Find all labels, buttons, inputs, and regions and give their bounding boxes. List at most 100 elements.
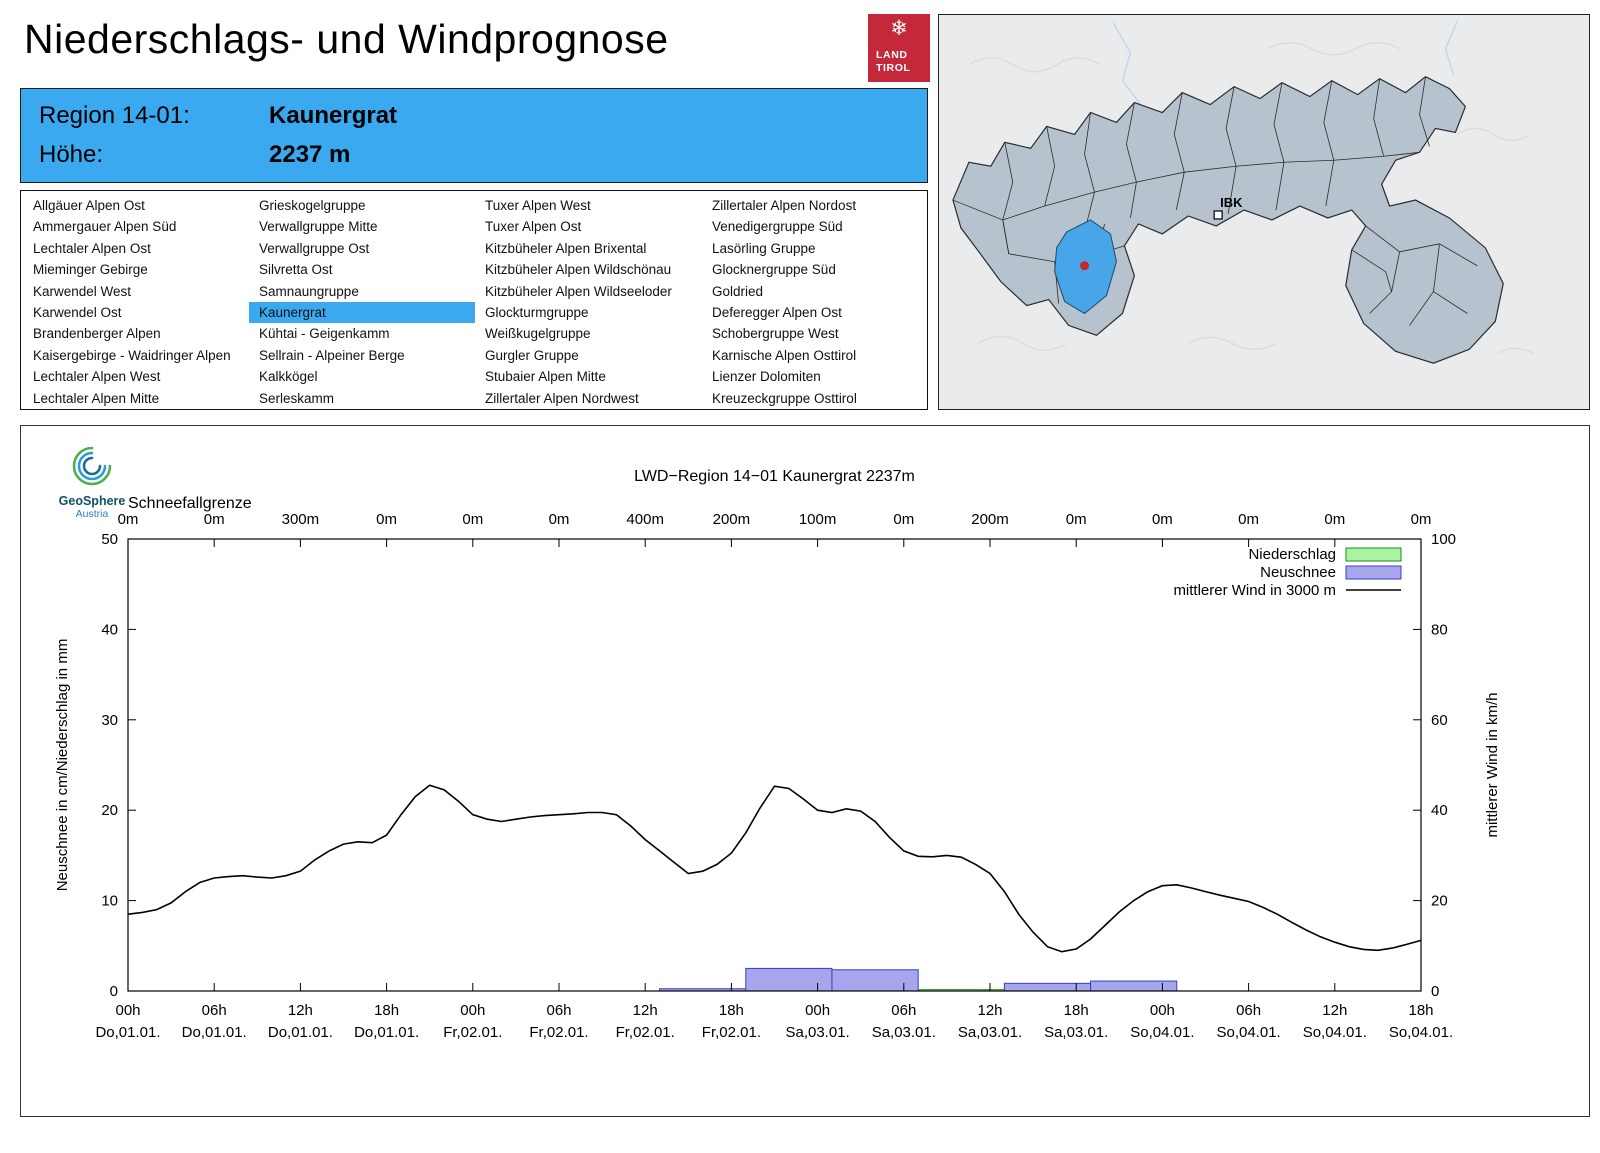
region-item[interactable]: Karnische Alpen Osttirol bbox=[712, 347, 857, 363]
region-item[interactable]: Allgäuer Alpen Ost bbox=[33, 198, 145, 213]
region-item[interactable]: Stubaier Alpen Mitte bbox=[485, 369, 606, 385]
region-item[interactable]: Kreuzeckgruppe Osttirol bbox=[712, 390, 857, 406]
region-item[interactable]: Samnaungruppe bbox=[259, 283, 359, 299]
region-item[interactable]: Lechtaler Alpen Ost bbox=[33, 240, 151, 256]
region-item[interactable]: Lienzer Dolomiten bbox=[712, 369, 821, 385]
ibk-marker-icon bbox=[1213, 210, 1223, 220]
y-tick-right: 0 bbox=[1431, 983, 1439, 1000]
snowline-tick: 0m bbox=[1152, 511, 1173, 528]
y-tick-right: 60 bbox=[1431, 712, 1448, 729]
x-tick-date: Sa,03.01. bbox=[1044, 1024, 1108, 1041]
x-tick-date: Fr,02.01. bbox=[702, 1024, 761, 1041]
region-item[interactable]: Verwallgruppe Mitte bbox=[259, 219, 378, 235]
x-tick-hour: 18h bbox=[1064, 1002, 1089, 1019]
x-tick-hour: 00h bbox=[115, 1002, 140, 1019]
region-item[interactable]: Schobergruppe West bbox=[712, 326, 839, 342]
region-item[interactable]: Silvretta Ost bbox=[259, 262, 333, 278]
y-tick-left: 40 bbox=[101, 621, 118, 638]
snowline-tick: 400m bbox=[626, 511, 664, 528]
y-tick-right: 40 bbox=[1431, 802, 1448, 819]
snowline-tick: 0m bbox=[1066, 511, 1087, 528]
ylabel-right: mittlerer Wind in km/h bbox=[1484, 692, 1501, 837]
region-item[interactable]: Gurgler Gruppe bbox=[485, 347, 579, 363]
region-column: Zillertaler Alpen Nordost Venedigergruppe… bbox=[702, 195, 928, 409]
snow-bar bbox=[831, 969, 919, 992]
austria-label: Austria bbox=[75, 508, 109, 520]
region-item[interactable]: Glockturmgruppe bbox=[485, 304, 589, 320]
wind-line bbox=[127, 784, 1422, 953]
y-tick-left: 30 bbox=[101, 712, 118, 729]
x-tick-date: So,04.01. bbox=[1216, 1024, 1280, 1041]
legend-label: Niederschlag bbox=[1248, 546, 1336, 563]
region-item[interactable]: Karwendel West bbox=[33, 283, 132, 299]
region-item[interactable]: Kaisergebirge - Waidringer Alpen bbox=[33, 347, 231, 363]
region-item[interactable]: Mieminger Gebirge bbox=[33, 262, 148, 278]
selected-region-dot bbox=[1080, 261, 1090, 271]
ylabel-left: Neuschnee in cm/Niederschlag in mm bbox=[54, 639, 71, 892]
region-item[interactable]: Lechtaler Alpen Mitte bbox=[33, 390, 160, 406]
y-tick-right: 80 bbox=[1431, 621, 1448, 638]
terrain-shading bbox=[968, 42, 1534, 354]
region-item[interactable]: Weißkugelgruppe bbox=[485, 326, 591, 342]
snowline-tick: 0m bbox=[462, 511, 483, 528]
region-item[interactable]: Verwallgruppe Ost bbox=[259, 240, 370, 256]
region-item[interactable]: Ammergauer Alpen Süd bbox=[33, 219, 177, 235]
x-tick-date: Fr,02.01. bbox=[529, 1024, 588, 1041]
x-tick-hour: 12h bbox=[1322, 1002, 1347, 1019]
region-item[interactable]: Sellrain - Alpeiner Berge bbox=[259, 347, 405, 363]
x-tick-hour: 00h bbox=[1150, 1002, 1175, 1019]
region-item[interactable]: Kitzbüheler Alpen Wildschönau bbox=[485, 262, 672, 278]
geosphere-label: GeoSphere bbox=[58, 494, 126, 508]
region-item[interactable]: Tuxer Alpen Ost bbox=[485, 219, 582, 235]
river-lines bbox=[1112, 20, 1459, 107]
x-tick-hour: 00h bbox=[460, 1002, 485, 1019]
altitude-value: 2237 m bbox=[269, 141, 351, 168]
forecast-chart-panel: GeoSphere Austria 00h Do,01.01. 0m 06h Do,01… bbox=[20, 425, 1590, 1117]
altitude-row: Höhe: 2237 m bbox=[39, 141, 350, 169]
region-column: Tuxer Alpen West Tuxer Alpen Ost Kitzbühel… bbox=[475, 195, 701, 409]
x-tick-date: Sa,03.01. bbox=[785, 1024, 849, 1041]
region-item[interactable]: Kalkkögel bbox=[259, 369, 318, 385]
region-item[interactable]: Glocknergruppe Süd bbox=[712, 262, 836, 278]
y-tick-left: 50 bbox=[101, 531, 118, 548]
snowline-tick: 0m bbox=[893, 511, 914, 528]
region-item-selected[interactable]: Kaunergrat bbox=[249, 301, 475, 324]
region-item[interactable]: Goldried bbox=[712, 283, 764, 299]
x-tick-date: Do,01.01. bbox=[182, 1024, 247, 1041]
region-item[interactable]: Zillertaler Alpen Nordost bbox=[712, 198, 857, 213]
x-tick-date: So,04.01. bbox=[1303, 1024, 1367, 1041]
region-label: Region 14-01: bbox=[39, 102, 190, 129]
y-tick-right: 20 bbox=[1431, 893, 1448, 910]
x-tick-date: Do,01.01. bbox=[268, 1024, 333, 1041]
region-item[interactable]: Grieskogelgruppe bbox=[259, 198, 366, 213]
y-tick-left: 10 bbox=[101, 893, 118, 910]
region-item[interactable]: Kitzbüheler Alpen Wildseeloder bbox=[485, 283, 672, 299]
tirol-map[interactable]: IBK bbox=[938, 14, 1590, 410]
chart-title: LWD−Region 14−01 Kaunergrat 2237m bbox=[634, 468, 915, 485]
snowline-tick: 0m bbox=[204, 511, 225, 528]
region-item[interactable]: Lechtaler Alpen West bbox=[33, 369, 161, 385]
x-tick-hour: 18h bbox=[374, 1002, 399, 1019]
snowline-tick: 100m bbox=[799, 511, 837, 528]
x-tick-date: Do,01.01. bbox=[95, 1024, 160, 1041]
y-tick-left: 20 bbox=[101, 802, 118, 819]
land-tirol-label: LAND TIROL bbox=[876, 49, 911, 76]
x-tick-hour: 06h bbox=[202, 1002, 227, 1019]
region-item[interactable]: Lasörling Gruppe bbox=[712, 240, 816, 256]
region-item[interactable]: Zillertaler Alpen Nordwest bbox=[485, 390, 639, 406]
region-item[interactable]: Kühtai - Geigenkamm bbox=[259, 326, 390, 342]
region-item[interactable]: Kitzbüheler Alpen Brixental bbox=[485, 240, 647, 256]
region-item[interactable]: Tuxer Alpen West bbox=[485, 198, 591, 213]
x-tick-hour: 12h bbox=[977, 1002, 1002, 1019]
region-item[interactable]: Brandenberger Alpen bbox=[33, 326, 161, 342]
region-row: Region 14-01: Kaunergrat bbox=[39, 102, 397, 130]
region-item[interactable]: Karwendel Ost bbox=[33, 304, 122, 320]
region-item[interactable]: Deferegger Alpen Ost bbox=[712, 304, 842, 320]
region-item[interactable]: Venedigergruppe Süd bbox=[712, 219, 843, 235]
plot-frame bbox=[127, 538, 1422, 992]
tirol-map-svg: IBK bbox=[939, 15, 1589, 409]
page-title: Niederschlags- und Windprognose bbox=[24, 16, 669, 62]
x-tick-date: So,04.01. bbox=[1130, 1024, 1194, 1041]
region-item[interactable]: Serleskamm bbox=[259, 390, 335, 406]
x-tick-date: Do,01.01. bbox=[354, 1024, 419, 1041]
